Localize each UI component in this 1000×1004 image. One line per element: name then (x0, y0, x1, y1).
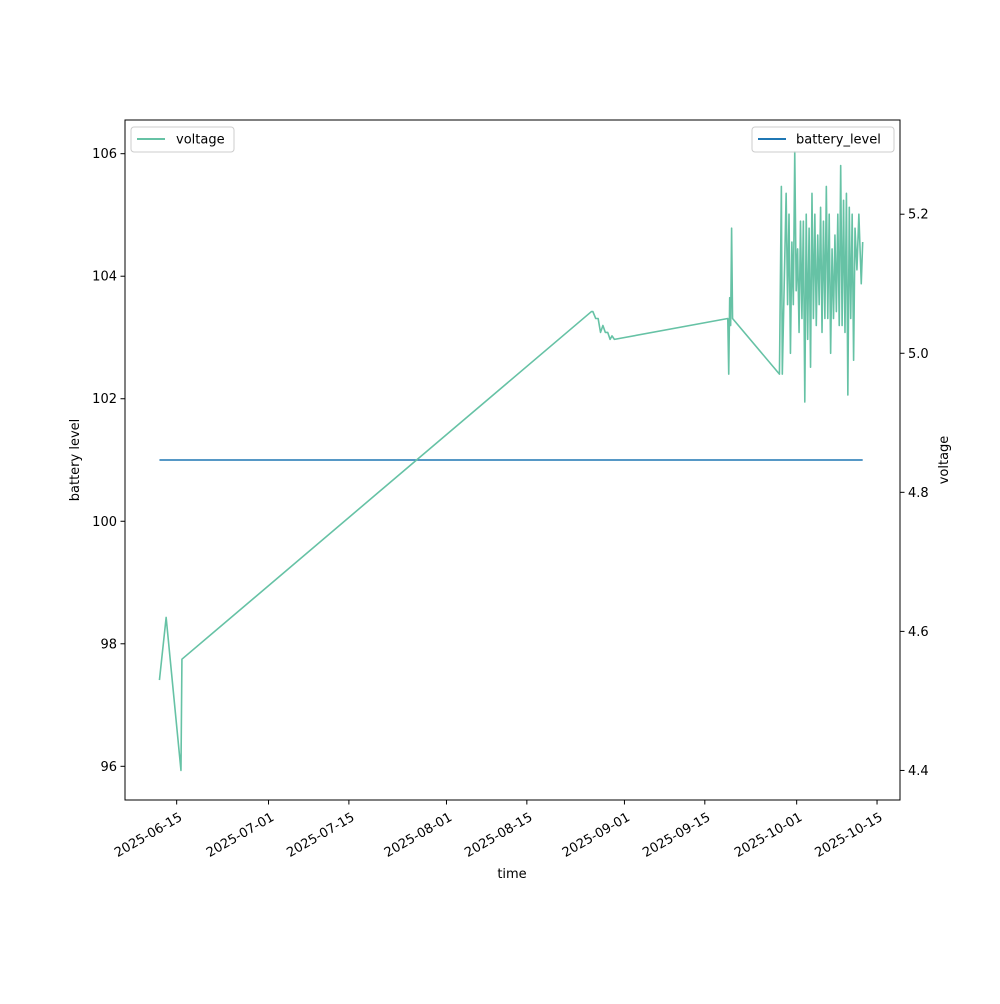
y-left-tick-label: 106 (92, 147, 117, 162)
legend-battery-level: battery_level (751, 126, 895, 153)
x-axis-label: time (497, 867, 526, 882)
y-right-tick-label: 5.2 (908, 208, 929, 223)
y-left-tick-label: 100 (92, 515, 117, 530)
legend-voltage-label: voltage (176, 133, 225, 148)
x-axis: 2025-06-15 2025-07-01 2025-07-15 2025-08-01… (112, 800, 885, 861)
x-tick-label: 2025-09-15 (640, 810, 713, 861)
y-axis-right-label: voltage (937, 436, 952, 485)
legend-battery-level-box (751, 126, 895, 153)
plot-area (158, 150, 864, 772)
legend-voltage-box (130, 126, 235, 153)
plot-frame (124, 119, 901, 801)
x-tick-label: 2025-07-01 (204, 810, 277, 861)
x-tick-label: 2025-10-15 (812, 810, 885, 861)
x-tick-label: 2025-09-01 (560, 810, 633, 861)
y-axis-left: 96 98 100 102 104 106 (92, 147, 125, 775)
y-right-tick-label: 5.0 (908, 347, 929, 362)
legend-battery-level-label: battery_level (796, 133, 881, 148)
x-tick-label: 2025-10-01 (732, 810, 805, 861)
x-tick-label: 2025-08-15 (462, 810, 535, 861)
y-right-tick-label: 4.8 (908, 486, 929, 501)
series-voltage-line (158, 150, 864, 772)
x-tick-label: 2025-08-01 (382, 810, 455, 861)
x-tick-label: 2025-06-15 (112, 810, 185, 861)
y-left-tick-label: 104 (92, 270, 117, 285)
y-left-tick-label: 102 (92, 392, 117, 407)
y-axis-right: 4.4 4.6 4.8 5.0 5.2 (900, 208, 929, 779)
y-right-tick-label: 4.6 (908, 625, 929, 640)
y-axis-left-label: battery level (68, 419, 83, 502)
y-left-tick-label: 96 (100, 760, 117, 775)
y-right-tick-label: 4.4 (908, 764, 929, 779)
x-tick-label: 2025-07-15 (284, 810, 357, 861)
legend-voltage: voltage (130, 126, 235, 153)
y-left-tick-label: 98 (100, 637, 117, 652)
